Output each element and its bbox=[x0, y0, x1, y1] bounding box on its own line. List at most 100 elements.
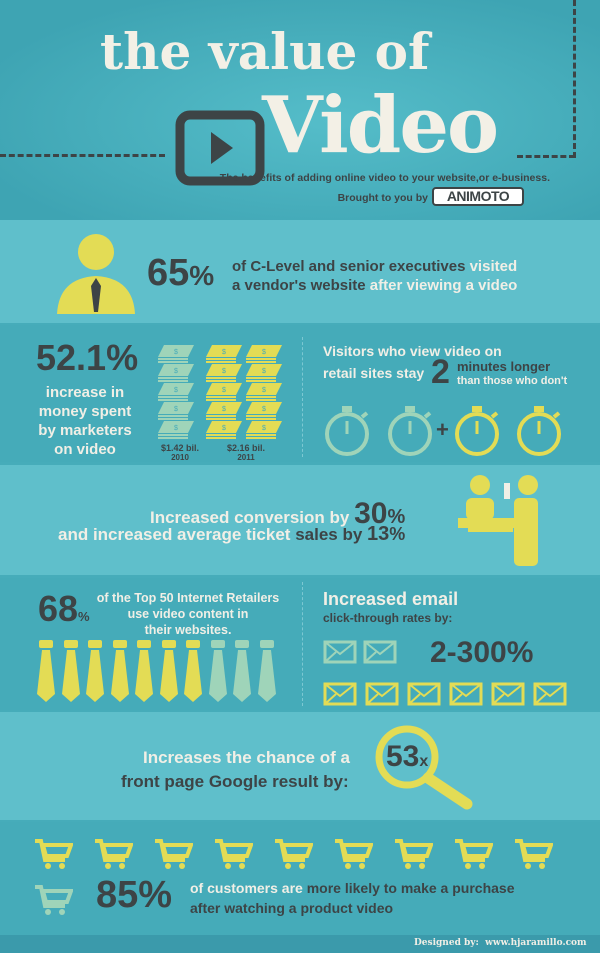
shopping-cart-icon bbox=[35, 839, 73, 869]
email-subtitle: click-through rates by: bbox=[323, 611, 453, 625]
retailers-stat: 68% bbox=[38, 588, 90, 629]
money-stack-icon: $ bbox=[158, 364, 194, 382]
svg-text:$: $ bbox=[222, 368, 226, 375]
svg-text:$: $ bbox=[174, 425, 178, 432]
tie-icon bbox=[86, 640, 104, 702]
money-stack-icon: $ bbox=[158, 421, 194, 439]
money-chart: $ $ $ $ $ $ $ $ $ $ $ $ $ $ $ bbox=[158, 345, 288, 440]
shopping-cart-icon bbox=[335, 839, 373, 869]
visitors-unit: minutes longer bbox=[457, 359, 551, 374]
svg-text:$: $ bbox=[174, 368, 178, 375]
envelope-icon bbox=[365, 682, 399, 706]
title-line-1: the value of bbox=[100, 22, 430, 81]
svg-text:$: $ bbox=[262, 406, 266, 413]
checkout-counter-icon bbox=[458, 475, 538, 566]
stopwatch-icon bbox=[325, 406, 369, 456]
stopwatch-row bbox=[322, 405, 592, 456]
retailers-email-section: 68% of the Top 50 Internet Retailers use … bbox=[0, 578, 600, 710]
subtitle: The benefits of adding online video to y… bbox=[219, 172, 550, 184]
money-stack-icon: $ bbox=[158, 402, 194, 420]
tie-icon bbox=[233, 640, 251, 702]
shopping-cart-icon bbox=[275, 839, 313, 869]
cart-grid bbox=[35, 838, 575, 928]
divider bbox=[302, 582, 303, 706]
money-stack-icon: $ bbox=[206, 421, 242, 439]
money-stack-icon: $ bbox=[246, 364, 282, 382]
play-button-icon bbox=[175, 110, 265, 186]
money-stack-icon: $ bbox=[246, 402, 282, 420]
tie-icon bbox=[37, 640, 55, 702]
shopping-cart-icon bbox=[35, 885, 73, 915]
google-line2: front page Google result by: bbox=[121, 772, 349, 791]
email-title: Increased email bbox=[323, 589, 459, 609]
svg-text:$: $ bbox=[174, 387, 178, 394]
email-stat: 2-300% bbox=[430, 636, 534, 669]
svg-text:$: $ bbox=[222, 349, 226, 356]
tie-row bbox=[36, 640, 286, 702]
footer: Designed by: www.hjaramillo.com bbox=[0, 935, 600, 953]
envelope-icon bbox=[363, 640, 397, 664]
exec-stat: 65% bbox=[147, 252, 215, 294]
tie-icon bbox=[257, 640, 276, 702]
svg-text:$: $ bbox=[222, 425, 226, 432]
envelope-icon bbox=[323, 640, 357, 664]
spend-stat: 52.1% bbox=[36, 337, 139, 378]
designer-credit: Designed by: www.hjaramillo.com bbox=[414, 938, 587, 948]
google-line1: Increases the chance of a bbox=[143, 748, 350, 767]
tie-icon bbox=[110, 640, 129, 702]
tie-icon bbox=[208, 640, 227, 702]
spend-text: increase in money spent by marketers on vid… bbox=[38, 384, 132, 458]
header: the value of Video The benefits of addin… bbox=[0, 0, 600, 220]
shopping-cart-icon bbox=[395, 839, 433, 869]
bar-label-2010: $1.42 bil. 2010 bbox=[160, 443, 200, 462]
conversion-line1: Increased conversion by 30% bbox=[150, 497, 406, 530]
conversion-line2: and increased average ticket sales by 13… bbox=[58, 523, 406, 545]
shopping-cart-icon bbox=[515, 839, 553, 869]
money-stack-icon: $ bbox=[206, 364, 242, 382]
envelope-icon bbox=[491, 682, 525, 706]
tie-icon bbox=[184, 640, 202, 702]
shopping-cart-icon bbox=[455, 839, 493, 869]
designer-link[interactable]: www.hjaramillo.com bbox=[485, 938, 587, 948]
tie-icon bbox=[159, 640, 178, 702]
plus-sign: + bbox=[436, 417, 449, 442]
visitors-tail: than those who don't bbox=[457, 375, 568, 387]
bar-label-2011: $2.16 bil. 2011 bbox=[226, 443, 266, 462]
brought-by: Brought to you by bbox=[337, 192, 428, 204]
visitors-line1: Visitors who view video on bbox=[323, 343, 502, 359]
svg-text:$: $ bbox=[262, 387, 266, 394]
money-stack-icon: $ bbox=[246, 345, 282, 363]
spend-visitors-section: 52.1% increase in money spent by marketers… bbox=[0, 325, 600, 462]
money-stack-icon: $ bbox=[206, 402, 242, 420]
tie-icon bbox=[135, 640, 153, 702]
visitors-line2: retail sites stay bbox=[323, 365, 425, 381]
envelope-icon bbox=[323, 682, 357, 706]
animoto-logo[interactable]: ANIMOTO bbox=[432, 187, 524, 206]
exec-line2: a vendor's website after viewing a video bbox=[232, 277, 518, 294]
svg-text:$: $ bbox=[222, 406, 226, 413]
conversion-section: Increased conversion by 30% and increase… bbox=[0, 465, 600, 575]
shopping-cart-icon bbox=[95, 839, 133, 869]
money-stack-icon: $ bbox=[206, 383, 242, 401]
purchase-section: 85% of customers are more likely to make… bbox=[0, 822, 600, 935]
executive-icon bbox=[57, 234, 135, 314]
svg-text:$: $ bbox=[262, 425, 266, 432]
envelope-grid bbox=[323, 640, 593, 706]
divider bbox=[302, 337, 303, 457]
envelope-icon bbox=[533, 682, 567, 706]
envelope-icon bbox=[449, 682, 483, 706]
money-stack-icon: $ bbox=[206, 345, 242, 363]
google-section: Increases the chance of a front page Goo… bbox=[0, 712, 600, 820]
google-stat: 53x bbox=[386, 740, 429, 773]
stopwatch-icon bbox=[455, 406, 499, 456]
shopping-cart-icon bbox=[155, 839, 193, 869]
stopwatch-icon bbox=[388, 406, 432, 456]
exec-line1: of C-Level and senior executives visited bbox=[232, 258, 518, 275]
svg-text:$: $ bbox=[174, 349, 178, 356]
tie-icon bbox=[61, 640, 80, 702]
money-stack-icon: $ bbox=[246, 421, 282, 439]
svg-text:$: $ bbox=[222, 387, 226, 394]
stopwatch-icon bbox=[517, 406, 561, 456]
purchase-line2: after watching a product video bbox=[190, 900, 394, 916]
money-stack-icon: $ bbox=[246, 383, 282, 401]
